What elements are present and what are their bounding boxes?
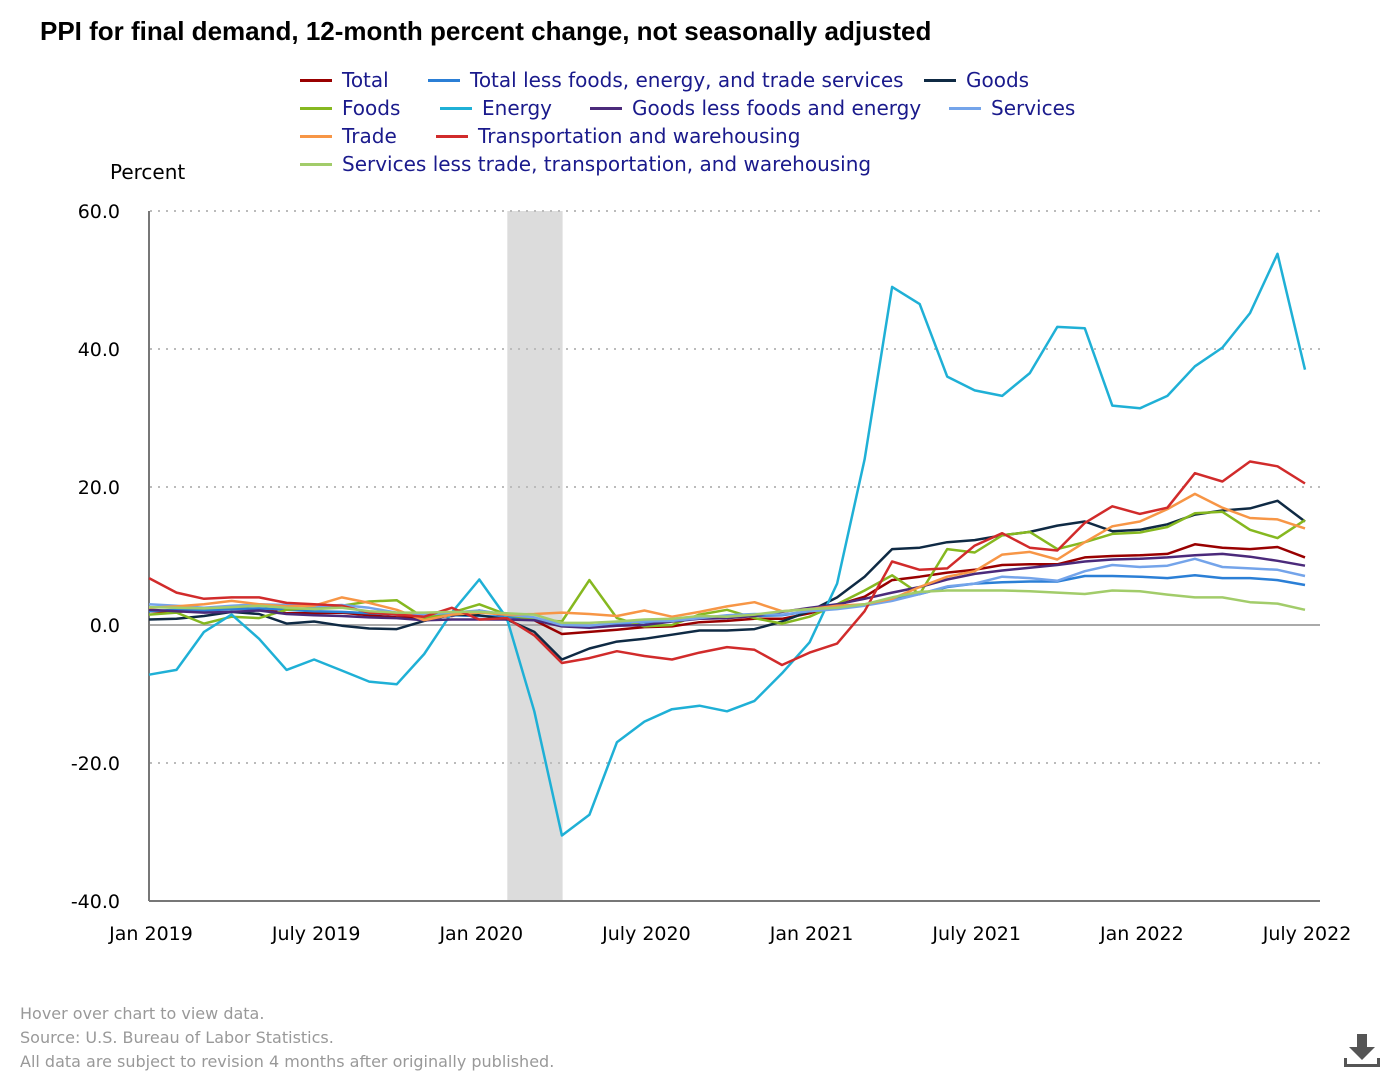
- y-tick-label: -20.0: [71, 753, 120, 775]
- y-tick-label: -40.0: [71, 891, 120, 913]
- y-tick-label: 0.0: [90, 615, 120, 637]
- legend-swatch: [590, 106, 622, 110]
- legend-swatch: [300, 134, 332, 138]
- series-line-energy[interactable]: [148, 252, 1307, 837]
- legend-item[interactable]: Energy: [440, 96, 552, 120]
- chart-title: PPI for final demand, 12-month percent c…: [40, 16, 932, 46]
- legend-swatch: [428, 78, 460, 82]
- x-tick-label: July 2021: [931, 923, 1021, 945]
- series-line-services-less-trade-transportation-and-warehousing[interactable]: [148, 589, 1306, 625]
- y-tick-label: 20.0: [78, 477, 120, 499]
- legend-label: Goods less foods and energy: [632, 96, 922, 120]
- source-note: Source: U.S. Bureau of Labor Statistics.: [20, 1028, 334, 1047]
- y-tick-label: 60.0: [78, 201, 120, 223]
- legend-item[interactable]: Services less trade, transportation, and…: [300, 152, 871, 176]
- recession-shading: [507, 211, 563, 901]
- y-axis-label: Percent: [110, 160, 186, 184]
- legend-label: Transportation and warehousing: [478, 124, 801, 148]
- series-line-trade[interactable]: [148, 492, 1306, 622]
- legend-item[interactable]: Trade: [300, 124, 397, 148]
- legend-label: Energy: [482, 96, 553, 120]
- legend-label: Services less trade, transportation, and…: [342, 152, 872, 176]
- download-icon[interactable]: [1344, 1032, 1380, 1068]
- legend-swatch: [300, 106, 332, 110]
- series-line-transportation-and-warehousing[interactable]: [148, 460, 1306, 667]
- legend-item[interactable]: Goods less foods and energy: [590, 96, 921, 120]
- x-tick-label: July 2022: [1262, 923, 1352, 945]
- series-line-goods[interactable]: [148, 499, 1306, 661]
- legend-label: Foods: [342, 96, 401, 120]
- x-tick-label: Jan 2019: [108, 923, 193, 945]
- legend-label: Trade: [342, 124, 397, 148]
- legend-swatch: [436, 134, 468, 138]
- legend-swatch: [924, 78, 956, 82]
- x-tick-label: July 2019: [271, 923, 361, 945]
- legend-item[interactable]: Transportation and warehousing: [436, 124, 800, 148]
- x-tick-label: July 2020: [601, 923, 691, 945]
- series-line-goods-less-foods-and-energy[interactable]: [148, 552, 1306, 630]
- legend-item[interactable]: Foods: [300, 96, 400, 120]
- legend-label: Services: [991, 96, 1076, 120]
- x-tick-label: Jan 2021: [769, 923, 854, 945]
- legend-item[interactable]: Total: [300, 68, 389, 92]
- revision-note: All data are subject to revision 4 month…: [20, 1052, 555, 1071]
- series-line-total[interactable]: [148, 543, 1306, 636]
- legend-swatch: [300, 162, 332, 166]
- legend-item[interactable]: Total less foods, energy, and trade serv…: [428, 68, 904, 92]
- y-tick-label: 40.0: [78, 339, 120, 361]
- legend-swatch: [300, 78, 332, 82]
- legend-label: Total: [342, 68, 389, 92]
- legend-item[interactable]: Services: [949, 96, 1075, 120]
- legend-swatch: [949, 106, 981, 110]
- legend-label: Total less foods, energy, and trade serv…: [470, 68, 904, 92]
- legend-item[interactable]: Goods: [924, 68, 1029, 92]
- legend-swatch: [440, 106, 472, 110]
- hover-note: Hover over chart to view data.: [20, 1004, 265, 1023]
- x-tick-label: Jan 2022: [1099, 923, 1184, 945]
- legend-label: Goods: [966, 68, 1030, 92]
- x-tick-label: Jan 2020: [438, 923, 523, 945]
